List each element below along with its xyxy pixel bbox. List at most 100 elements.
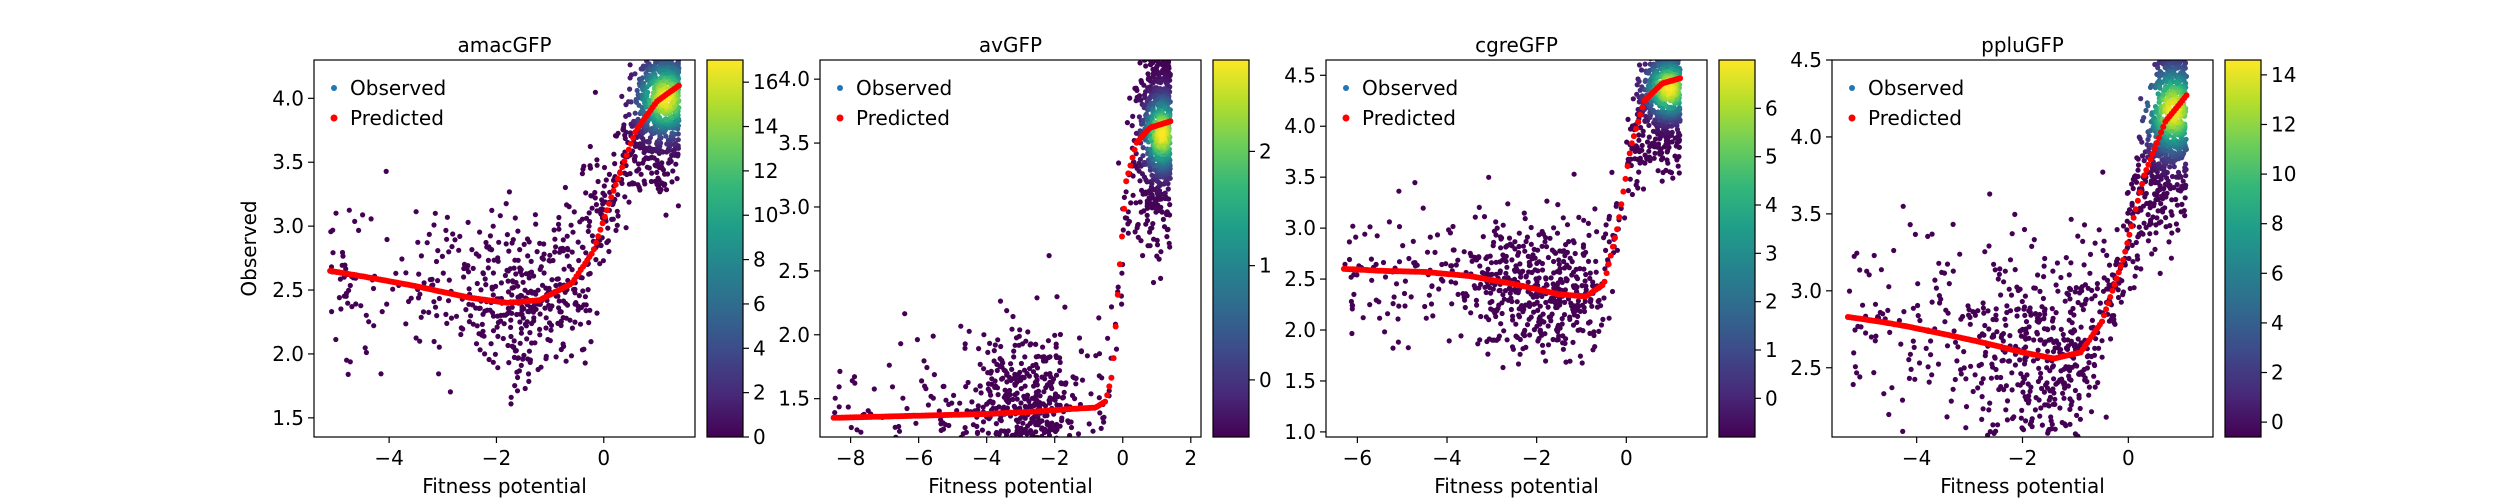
observed-point (871, 386, 877, 392)
observed-point (1145, 42, 1150, 47)
observed-point (1669, 139, 1675, 145)
predicted-point (1131, 146, 1138, 153)
observed-point (1622, 215, 1628, 221)
observed-point (670, 168, 676, 174)
observed-point (1656, 16, 1661, 21)
observed-point (663, 51, 668, 56)
observed-point (1543, 281, 1550, 288)
observed-point (496, 239, 502, 245)
observed-point (1606, 315, 1612, 321)
observed-point (885, 471, 890, 476)
observed-point (449, 244, 455, 250)
observed-point (1675, 27, 1680, 32)
observed-point (1535, 307, 1541, 313)
observed-point (362, 345, 368, 351)
observed-point (1656, 7, 1661, 12)
observed-point (1963, 425, 1969, 431)
observed-point (1068, 419, 1074, 425)
observed-point (431, 299, 437, 305)
observed-point (1651, 155, 1657, 161)
observed-point (1476, 254, 1482, 260)
observed-point (1141, 174, 1148, 180)
observed-point (532, 340, 538, 346)
observed-point (671, 46, 676, 51)
observed-point (894, 446, 899, 451)
observed-point (627, 171, 633, 177)
observed-point (1545, 342, 1552, 348)
observed-point (575, 239, 581, 245)
observed-point (1952, 376, 1958, 383)
observed-point (1427, 234, 1433, 240)
observed-point (2004, 398, 2011, 404)
observed-point (666, 53, 671, 58)
observed-point (1105, 335, 1111, 341)
observed-point (1886, 284, 1892, 290)
observed-point (576, 257, 582, 264)
observed-point (370, 285, 377, 292)
observed-point (1663, 20, 1668, 25)
observed-point (1900, 428, 1906, 434)
observed-point (1659, 40, 1664, 45)
observed-point (580, 288, 586, 294)
observed-point (1995, 422, 2001, 428)
x-tick-label: −2 (482, 446, 511, 470)
observed-point (569, 249, 575, 255)
observed-point (479, 321, 485, 327)
observed-point (514, 388, 521, 394)
observed-point (1671, 34, 1676, 39)
observed-point (1000, 438, 1005, 443)
observed-point (993, 421, 1000, 427)
x-tick-label: −4 (972, 446, 1001, 470)
observed-point (1028, 441, 1033, 446)
colorbar-gradient (1212, 59, 1250, 438)
observed-point (1653, 25, 1658, 30)
observed-point (1039, 418, 1045, 424)
observed-point (473, 341, 480, 347)
observed-point (1443, 261, 1449, 267)
observed-point (1923, 345, 1929, 351)
observed-point (1670, 37, 1675, 42)
observed-point (1642, 61, 1648, 67)
observed-point (1483, 289, 1489, 296)
observed-point (586, 223, 592, 229)
observed-point (329, 309, 335, 315)
observed-point (510, 237, 516, 243)
observed-point (1664, 18, 1669, 23)
observed-point (949, 400, 955, 406)
observed-point (477, 347, 483, 353)
observed-point (390, 286, 396, 292)
observed-point (1675, 11, 1680, 16)
colorbar-gradient (706, 59, 744, 438)
observed-point (1406, 255, 1412, 262)
observed-point (1010, 313, 1016, 320)
observed-point (1618, 205, 1624, 211)
observed-point (1550, 281, 1556, 287)
observed-point (974, 423, 980, 429)
observed-point (1625, 116, 1631, 122)
observed-point (1933, 285, 1939, 291)
observed-point (1400, 243, 1406, 249)
observed-point (518, 330, 525, 336)
observed-point (1561, 312, 1568, 318)
observed-point (1163, 48, 1168, 53)
observed-point (1967, 314, 1973, 320)
observed-point (481, 333, 487, 339)
observed-point (368, 216, 374, 222)
observed-point (379, 309, 385, 315)
predicted-point (1677, 75, 1684, 82)
observed-point (527, 330, 533, 336)
observed-point (555, 293, 561, 299)
observed-point (538, 364, 544, 370)
observed-point (1860, 302, 1866, 308)
observed-point (426, 309, 432, 315)
observed-point (1587, 319, 1593, 325)
observed-point (1054, 294, 1060, 300)
observed-point (1137, 156, 1143, 162)
observed-point (1073, 375, 1079, 381)
observed-point (1641, 46, 1646, 51)
observed-point (526, 275, 532, 281)
observed-point (1160, 216, 1166, 222)
observed-point (1505, 201, 1511, 207)
observed-point (1163, 53, 1168, 58)
observed-point (1138, 97, 1144, 103)
